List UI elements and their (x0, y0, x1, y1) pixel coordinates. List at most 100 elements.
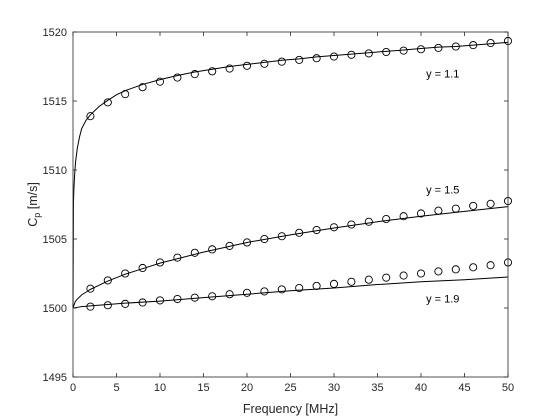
data-point (416, 269, 426, 278)
data-point (434, 43, 443, 52)
data-point (382, 214, 391, 224)
data-point (329, 52, 339, 61)
data-point (242, 61, 252, 70)
data-point (260, 287, 269, 296)
y-tick-label: 1520 (43, 27, 67, 39)
x-tick-label: 40 (415, 382, 427, 394)
axes: 0 5 10 15 20 25 30 35 40 45 5014951500150515101515… (43, 27, 515, 394)
data-point (208, 245, 217, 254)
data-point (208, 67, 217, 76)
data-point (469, 201, 478, 210)
data-point (155, 77, 165, 86)
data-point (277, 57, 286, 66)
series-line (72, 276, 509, 309)
data-point (364, 275, 373, 284)
x-tick-label: 35 (371, 382, 383, 394)
y-tick-label: 1505 (43, 234, 67, 246)
data-point (434, 206, 443, 215)
data-point (86, 112, 95, 121)
x-tick-label: 10 (154, 382, 166, 394)
data-point (190, 70, 199, 79)
data-point (312, 281, 321, 290)
plot-area: y = 1.1 y = 1.5 y = 1.9 (72, 36, 513, 311)
series-3: y = 1.9 (72, 258, 513, 311)
data-point (173, 294, 182, 304)
data-point (138, 298, 147, 307)
y-tick-label: 1515 (43, 96, 67, 108)
x-axis-label: Frequency [MHz] (243, 402, 338, 416)
data-point (277, 232, 286, 241)
data-point (277, 285, 286, 294)
series-2: y = 1.5 (72, 184, 513, 309)
data-point (173, 253, 182, 262)
data-point (173, 73, 182, 82)
y-axis-label: Cp [m/s] (26, 182, 42, 227)
data-point (225, 290, 234, 299)
data-point (469, 41, 478, 50)
data-point (103, 276, 112, 285)
data-point (329, 223, 339, 232)
data-point (86, 284, 95, 293)
data-point (312, 54, 321, 63)
data-point (260, 234, 269, 244)
data-point (382, 47, 391, 57)
series-line (72, 41, 509, 309)
y-tick-label: 1495 (43, 372, 67, 384)
data-point (312, 225, 321, 235)
data-point (295, 228, 304, 237)
data-point (399, 271, 408, 280)
data-point (295, 283, 304, 293)
data-point (190, 248, 199, 257)
y-axis-label-subscript: p (32, 213, 42, 218)
data-point (155, 296, 165, 305)
data-point (121, 90, 130, 99)
data-point (416, 45, 426, 54)
data-point (260, 59, 269, 68)
data-point (208, 292, 217, 301)
series-1: y = 1.1 (72, 36, 513, 309)
data-point (295, 55, 304, 64)
series-annotation: y = 1.1 (426, 69, 459, 81)
x-tick-label: 50 (502, 382, 514, 394)
data-point (103, 301, 112, 310)
data-point (486, 261, 495, 270)
data-point (225, 64, 234, 73)
x-tick-label: 5 (113, 382, 119, 394)
data-point (329, 279, 339, 288)
data-point (486, 38, 495, 48)
series-annotation: y = 1.5 (426, 184, 459, 196)
data-point (399, 212, 408, 221)
data-point (469, 263, 478, 272)
data-point (190, 293, 199, 302)
data-point (138, 263, 147, 273)
data-point (416, 209, 426, 218)
data-point (225, 241, 234, 250)
y-tick-label: 1510 (43, 165, 67, 177)
y-tick-label: 1500 (43, 303, 67, 315)
data-point (242, 238, 252, 247)
data-point (121, 299, 130, 308)
data-point (138, 83, 147, 92)
data-point (347, 277, 356, 286)
x-tick-label: 25 (284, 382, 296, 394)
data-point (399, 46, 408, 55)
data-point (451, 265, 460, 274)
x-tick-label: 20 (241, 382, 253, 394)
data-point (451, 42, 460, 51)
data-point (242, 288, 252, 297)
y-axis-label-unit: [m/s] (26, 182, 40, 213)
data-point (347, 50, 356, 59)
y-axis-label-main: C (26, 218, 40, 227)
data-point (364, 217, 373, 226)
x-tick-label: 45 (458, 382, 470, 394)
series-line (72, 206, 509, 309)
data-point (155, 258, 165, 267)
series-annotation: y = 1.9 (426, 293, 459, 305)
data-point (434, 267, 443, 276)
data-point (121, 269, 130, 278)
data-point (347, 220, 356, 229)
x-tick-label: 0 (70, 382, 76, 394)
data-point (451, 204, 460, 213)
